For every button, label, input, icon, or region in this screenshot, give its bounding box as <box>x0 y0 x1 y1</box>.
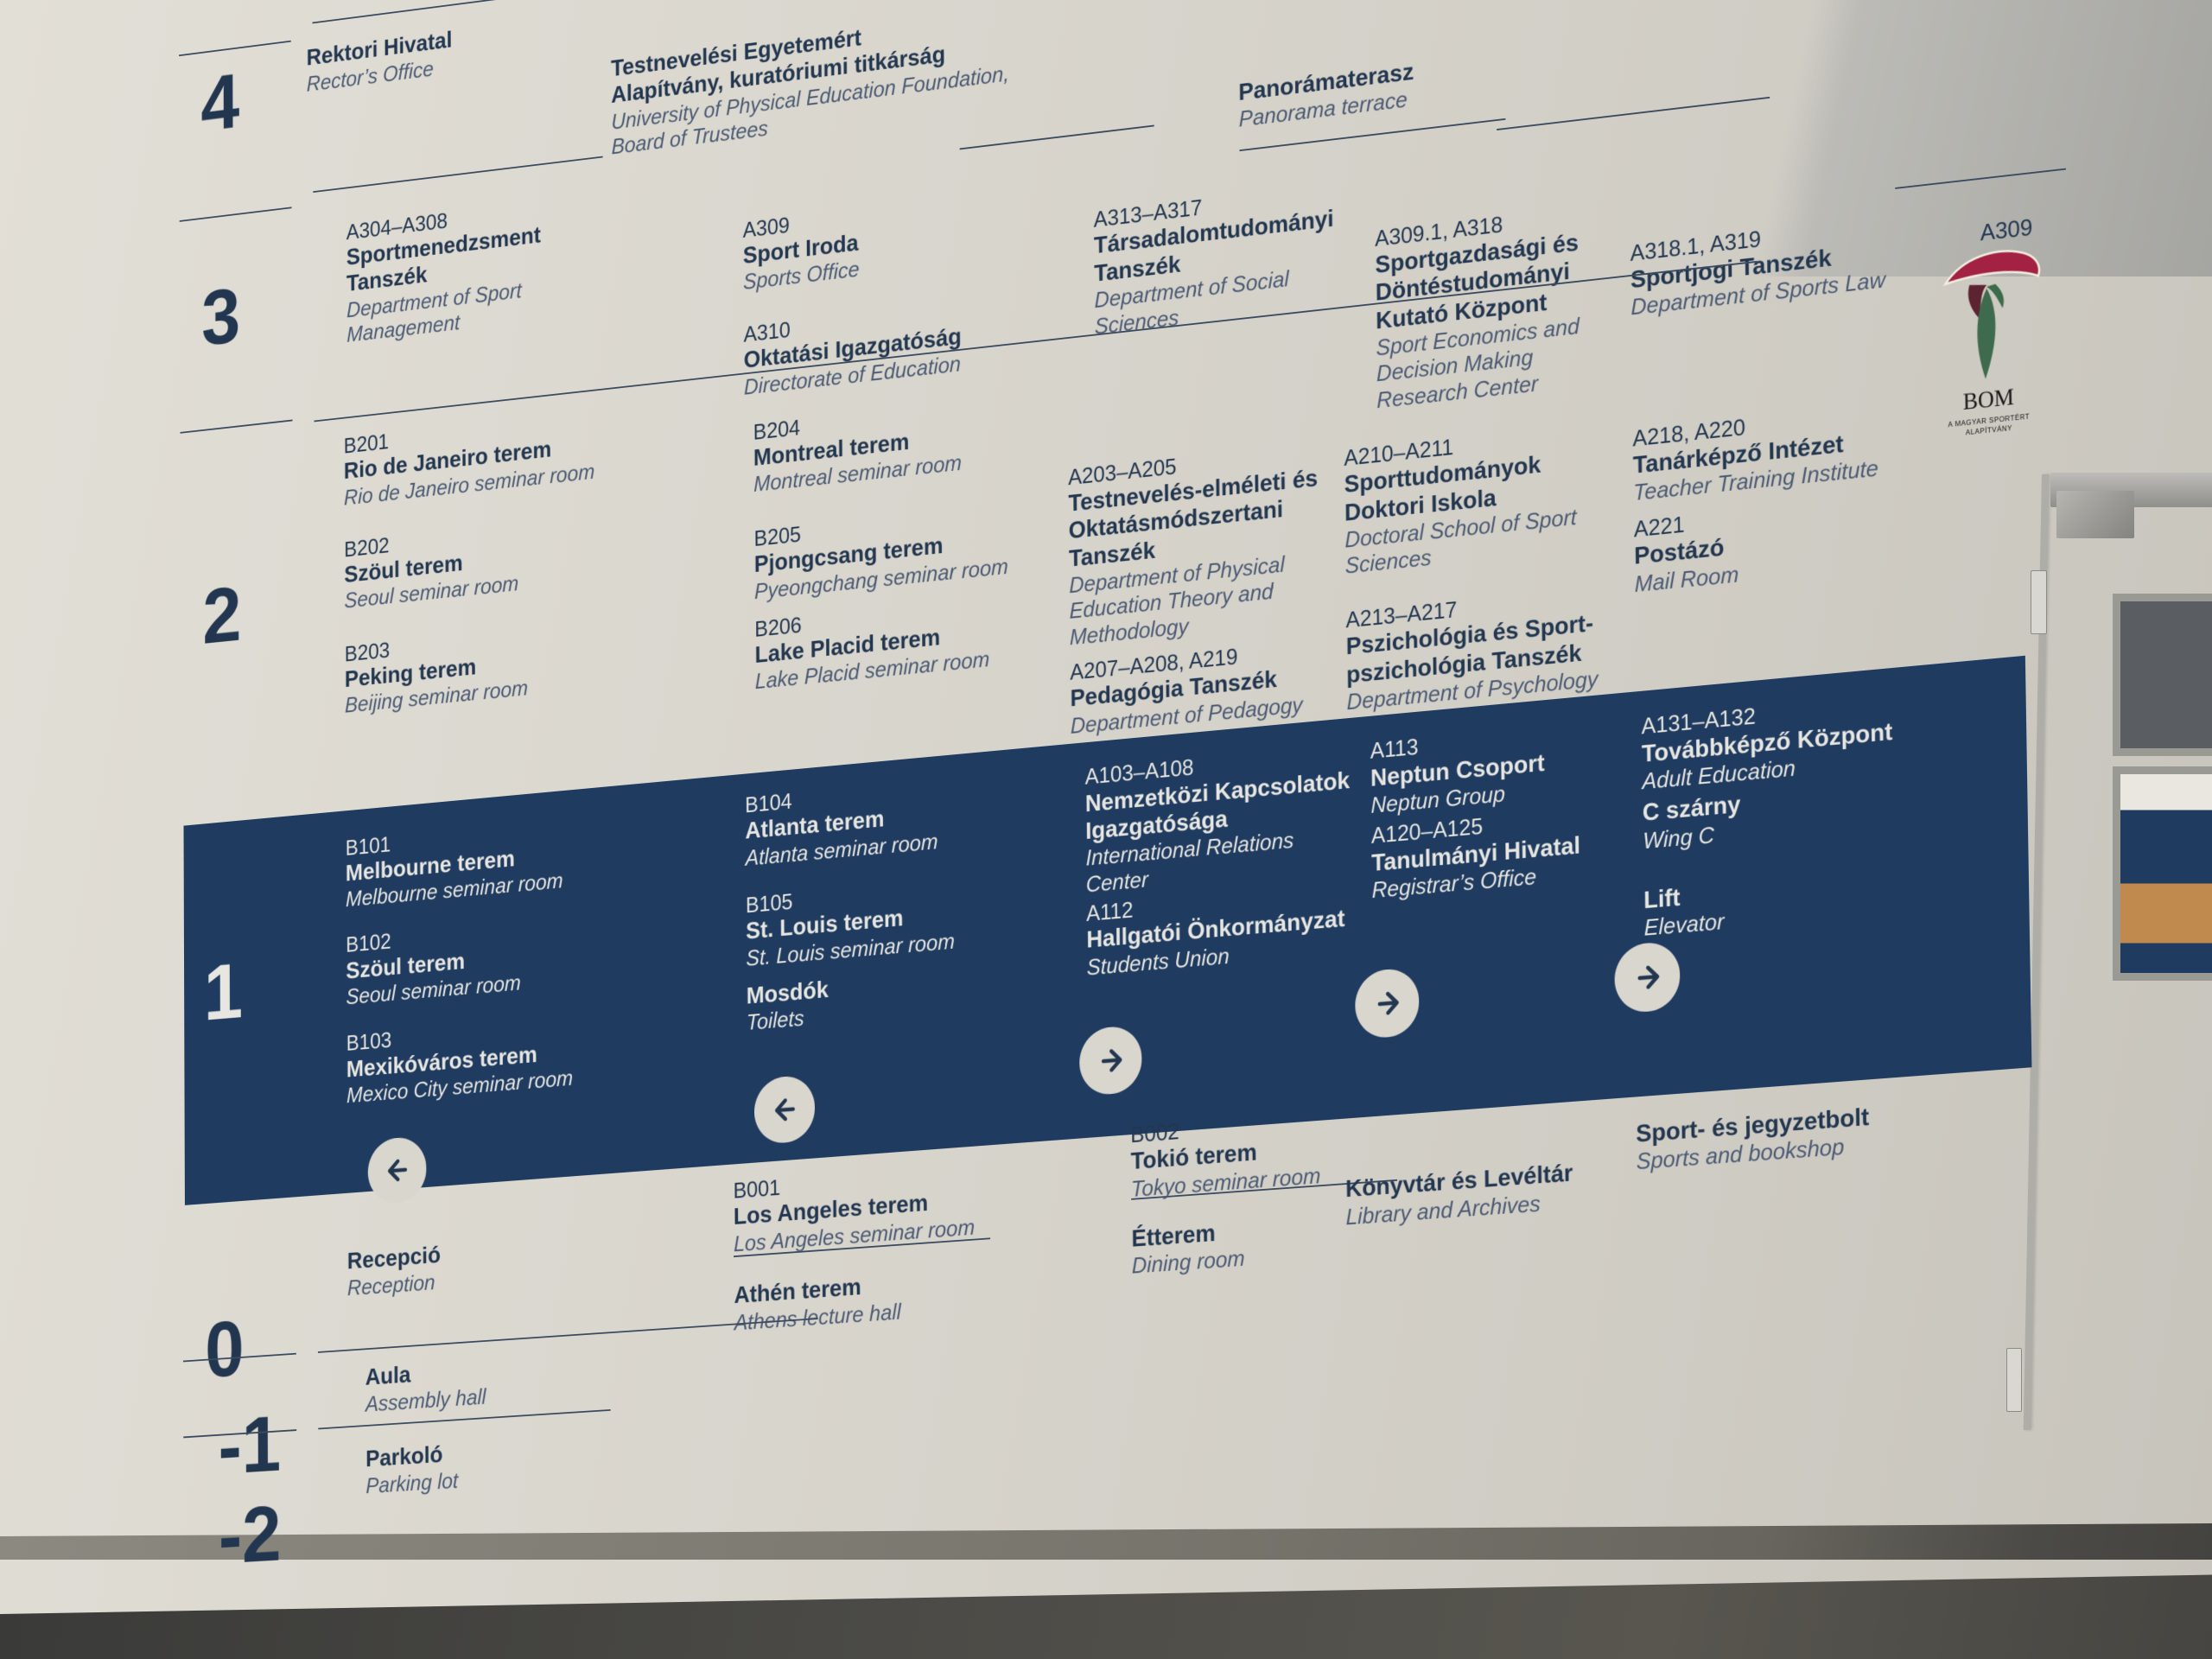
svg-text:BOM: BOM <box>1962 384 2013 415</box>
